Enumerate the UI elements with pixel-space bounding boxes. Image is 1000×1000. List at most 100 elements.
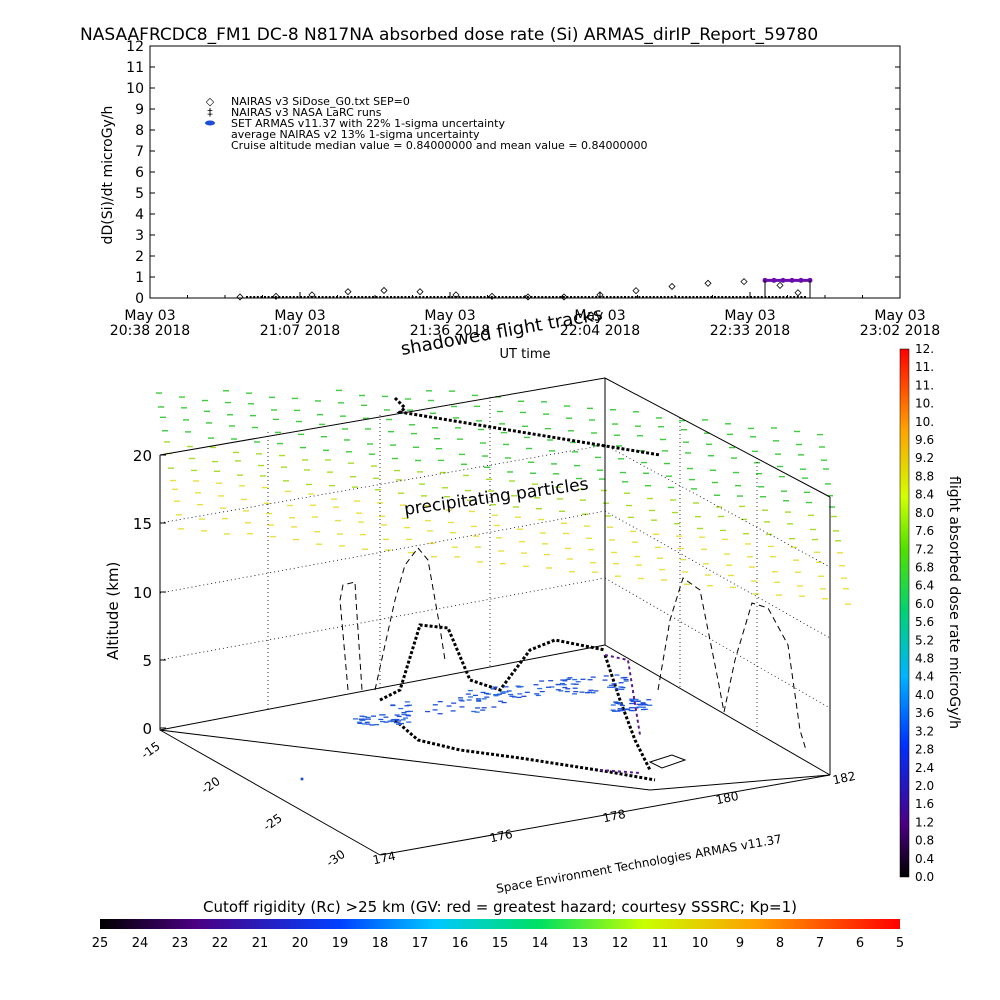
- baseline-point: [303, 296, 306, 298]
- nairas-point: [632, 287, 640, 295]
- baseline-point: [613, 296, 616, 298]
- shadow-flight-tracks: [339, 547, 807, 751]
- colorbar-tick-label: 11.: [915, 378, 934, 392]
- x-tick-label-time: 21:36 2018: [410, 323, 490, 339]
- baseline-point: [318, 296, 320, 298]
- baseline-point: [577, 296, 580, 298]
- colorbar-tick-label: 9.6: [915, 433, 934, 447]
- baseline-point: [454, 296, 457, 298]
- baseline-point: [717, 296, 720, 298]
- rc-tick-label: 9: [736, 936, 744, 951]
- flight-track-top: [393, 396, 661, 457]
- precipitating-particles-annotation: precipitating particles: [403, 474, 590, 520]
- baseline-point: [760, 296, 763, 298]
- colorbar-tick-label: 12.: [915, 342, 934, 356]
- rc-tick-label: 16: [452, 936, 469, 951]
- nairas-point: [416, 288, 424, 296]
- y-tick-label: 10: [126, 81, 144, 97]
- baseline-point: [735, 296, 738, 298]
- baseline-point: [282, 296, 284, 298]
- baseline-point: [620, 296, 623, 298]
- baseline-point: [472, 296, 475, 298]
- y-tick-label: 12: [126, 39, 144, 55]
- baseline-point: [364, 296, 367, 298]
- box-back-floor-edge-2: [604, 644, 831, 776]
- baseline-point: [688, 296, 691, 298]
- box-gridlines: [159, 397, 831, 732]
- baseline-point: [519, 296, 522, 298]
- top-x-axis-label: UT time: [500, 347, 551, 362]
- baseline-point: [343, 296, 346, 298]
- rc-tick-label: 20: [292, 936, 309, 951]
- colorbar-tick-label: 6.4: [915, 579, 934, 593]
- baseline-point: [663, 296, 666, 298]
- colorbar-tick-label: 6.8: [915, 560, 934, 574]
- baseline-point: [624, 296, 626, 298]
- baseline-point: [447, 296, 450, 298]
- baseline-point: [372, 296, 374, 298]
- baseline-point: [411, 296, 414, 298]
- baseline-point: [422, 296, 425, 298]
- colorbar-tick-label: 2.8: [915, 743, 934, 757]
- baseline-point: [346, 296, 349, 298]
- colorbar-tick-label: 7.2: [915, 542, 934, 556]
- baseline-point: [440, 296, 443, 298]
- baseline-point: [771, 296, 774, 298]
- lat-tick-label: -30: [324, 847, 348, 870]
- colorbar-tick-label: 11.: [915, 360, 934, 374]
- baseline-point: [580, 296, 583, 298]
- rc-tick-label: 10: [692, 936, 709, 951]
- baseline-point: [321, 296, 324, 298]
- x-tick-label-date: May 03: [424, 308, 475, 324]
- baseline-point: [451, 296, 454, 298]
- z-tick-label: 20: [133, 447, 152, 465]
- baseline-point: [804, 296, 806, 298]
- lat-tick-label: -25: [261, 811, 285, 834]
- lon-tick-label: 182: [832, 769, 857, 787]
- baseline-point: [278, 296, 281, 298]
- nairas-point: [272, 292, 280, 300]
- box-left-floor-edge: [159, 729, 381, 856]
- baseline-point: [746, 296, 749, 298]
- rc-tick-label: 6: [856, 936, 864, 951]
- nairas-point: [344, 288, 352, 296]
- y-tick-label: 11: [126, 60, 144, 76]
- box-top-right-edge: [604, 377, 831, 498]
- lon-tick-label: 176: [489, 827, 514, 845]
- z-axis-label: Altitude (km): [104, 562, 122, 660]
- lat-tick-label: -15: [139, 739, 163, 762]
- baseline-point: [534, 296, 536, 298]
- nairas-point: [380, 286, 388, 295]
- baseline-point: [354, 296, 356, 298]
- x-tick-label-time: 20:38 2018: [110, 323, 190, 339]
- box-right-floor-edge: [379, 774, 831, 856]
- diamond-marker: [648, 754, 687, 769]
- rc-tick-label: 7: [816, 936, 824, 951]
- colorbar-tick-label: 0.4: [915, 852, 934, 866]
- purple-track-segments: [599, 654, 641, 774]
- nairas-point: [488, 292, 496, 300]
- colorbar-tick-label: 4.0: [915, 688, 934, 702]
- rc-tick-label: 21: [252, 936, 269, 951]
- baseline-point: [357, 296, 360, 298]
- baseline-point: [483, 296, 486, 298]
- baseline-point: [670, 296, 673, 298]
- baseline-point: [692, 296, 695, 298]
- baseline-point: [642, 296, 644, 298]
- baseline-point: [606, 296, 608, 298]
- colorbar-tick-label: 4.4: [915, 670, 934, 684]
- y-tick-label: 4: [135, 207, 144, 223]
- colorbar-tick-label: 3.2: [915, 724, 934, 738]
- colorbar-tick-label: 0.0: [915, 870, 934, 884]
- y-tick-label: 7: [135, 144, 144, 160]
- rc-tick-label: 18: [372, 936, 389, 951]
- baseline-point: [768, 296, 770, 298]
- baseline-point: [260, 296, 263, 298]
- y-tick-label: 0: [135, 291, 144, 307]
- baseline-point: [757, 296, 760, 298]
- baseline-point: [678, 296, 680, 298]
- baseline-point: [721, 296, 724, 298]
- baseline-point: [775, 296, 778, 298]
- page-title: NASAAFRCDC8_FM1 DC-8 N817NA absorbed dos…: [80, 25, 818, 45]
- baseline-point: [559, 296, 562, 298]
